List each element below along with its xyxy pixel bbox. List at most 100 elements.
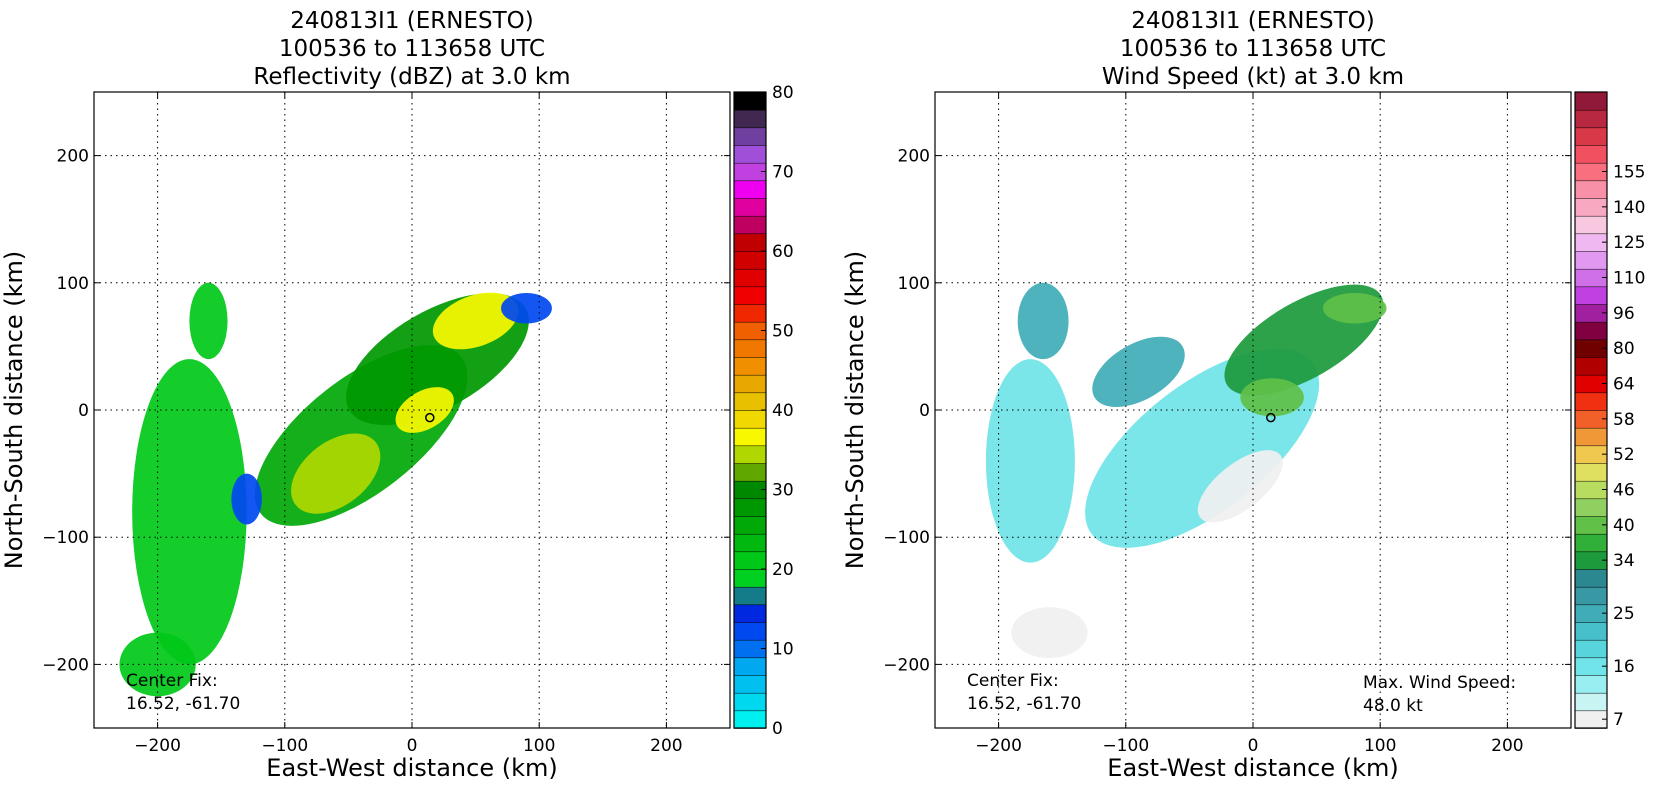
colorbar-bin-8 xyxy=(733,586,767,606)
colorbar-tick-label-2: 10 xyxy=(772,640,794,660)
colorbar-tick-label-8: 58 xyxy=(1613,410,1635,430)
y-axis-label: North-South distance (km) xyxy=(841,251,869,570)
echo-region-7 xyxy=(1322,292,1387,324)
colorbar-bin-23 xyxy=(1574,321,1608,341)
y-tick-label-1: −200 xyxy=(42,655,89,675)
colorbar-bin-24 xyxy=(733,303,767,323)
colorbar-bin-15 xyxy=(1574,462,1608,482)
colorbar-bin-11 xyxy=(1574,533,1608,553)
colorbar-bin-10 xyxy=(733,551,767,570)
colorbar-bin-6 xyxy=(733,621,767,641)
colorbar-bin-16 xyxy=(733,445,767,464)
max-wind-line-1: Max. Wind Speed: xyxy=(1363,673,1516,693)
x-tick-label-1: −200 xyxy=(975,736,1022,756)
title-line-3: Reflectivity (dBZ) at 3.0 km xyxy=(253,64,570,90)
x-tick-label-1: −200 xyxy=(134,736,181,756)
colorbar-bin-30 xyxy=(733,197,767,217)
colorbar-bin-25 xyxy=(733,286,767,305)
center-marker xyxy=(425,412,435,423)
panel-2: 240813I1 (ERNESTO)100536 to 113658 UTCWi… xyxy=(841,8,1645,782)
echo-region-3 xyxy=(132,359,247,665)
colorbar-bin-29 xyxy=(733,215,767,235)
x-tick-label-4: 100 xyxy=(1364,736,1396,756)
colorbar-bin-33 xyxy=(1574,144,1608,164)
title-line-1: 240813I1 (ERNESTO) xyxy=(1131,8,1374,34)
echo-region-8 xyxy=(189,282,228,360)
x-tick-label-5: 200 xyxy=(1491,736,1523,756)
colorbar-tick-label-6: 46 xyxy=(1613,481,1635,501)
colorbar-bin-18 xyxy=(733,409,767,429)
echo-region-6 xyxy=(432,292,519,350)
colorbar-tick-label-7: 52 xyxy=(1613,445,1635,465)
echo-region-9 xyxy=(1240,378,1304,417)
colorbar-bin-12 xyxy=(733,515,767,535)
colorbar-tick-label-9: 64 xyxy=(1613,375,1635,395)
title-line-2: 100536 to 113658 UTC xyxy=(279,36,545,62)
colorbar-tick-label-1: 0 xyxy=(772,719,783,739)
panel-1: 240813I1 (ERNESTO)100536 to 113658 UTCRe… xyxy=(0,8,794,782)
colorbar-bin-33 xyxy=(733,144,767,164)
colorbar-bin-3 xyxy=(1574,674,1608,694)
colorbar-bin-25 xyxy=(1574,286,1608,305)
center-fix-line-1: Center Fix: xyxy=(967,671,1059,691)
y-tick-label-4: 100 xyxy=(57,274,89,294)
colorbar-bin-26 xyxy=(733,268,767,288)
colorbar-bin-34 xyxy=(733,127,767,146)
colorbar-bin-7 xyxy=(733,604,767,623)
colorbar-bin-27 xyxy=(1574,250,1608,270)
center-fix-line-1: Center Fix: xyxy=(126,671,218,691)
y-axis-label: North-South distance (km) xyxy=(0,251,28,570)
colorbar-bin-3 xyxy=(733,674,767,694)
echo-field xyxy=(985,282,1387,659)
colorbar-tick-label-4: 34 xyxy=(1613,551,1635,571)
colorbar-bin-17 xyxy=(733,427,767,447)
colorbar-bin-11 xyxy=(733,533,767,553)
y-tick-label-5: 200 xyxy=(898,147,930,167)
colorbar-tick-label-5: 40 xyxy=(1613,516,1635,536)
colorbar-tick-label-12: 110 xyxy=(1613,269,1645,289)
x-tick-label-2: −100 xyxy=(261,736,308,756)
colorbar-bin-34 xyxy=(1574,127,1608,146)
colorbar-bin-13 xyxy=(733,498,767,517)
y-tick-label-1: −200 xyxy=(883,655,930,675)
y-tick-label-2: −100 xyxy=(42,528,89,548)
x-tick-label-5: 200 xyxy=(650,736,682,756)
title-line-3: Wind Speed (kt) at 3.0 km xyxy=(1102,64,1404,90)
colorbar-tick-label-15: 155 xyxy=(1613,163,1645,183)
echo-region-2 xyxy=(1092,336,1185,407)
echo-region-8 xyxy=(1197,450,1283,523)
echo-region-7 xyxy=(501,292,552,324)
colorbar: 0 10 20 30 40 50 60 70 80 xyxy=(733,83,794,739)
colorbar-bin-13 xyxy=(1574,498,1608,517)
colorbar-bin-2 xyxy=(733,692,767,712)
colorbar-bin-36 xyxy=(1574,91,1608,111)
x-axis-label: East-West distance (km) xyxy=(1107,754,1398,782)
center-marker xyxy=(1266,412,1276,423)
colorbar-tick-label-9: 80 xyxy=(772,83,794,103)
echo-region-4 xyxy=(1017,282,1069,360)
grid xyxy=(935,92,1571,728)
colorbar-tick-label-11: 96 xyxy=(1613,304,1635,324)
colorbar-tick-label-5: 40 xyxy=(772,401,794,421)
max-wind-line-2: 48.0 kt xyxy=(1363,696,1423,716)
y-tick-label-3: 0 xyxy=(919,401,930,421)
colorbar-bin-5 xyxy=(1574,639,1608,659)
colorbar-tick-label-1: 7 xyxy=(1613,710,1624,730)
x-tick-label-4: 100 xyxy=(523,736,555,756)
grid xyxy=(94,92,730,728)
colorbar-bin-29 xyxy=(1574,215,1608,235)
colorbar-bin-28 xyxy=(733,233,767,252)
colorbar-bin-27 xyxy=(733,250,767,270)
title-line-1: 240813I1 (ERNESTO) xyxy=(290,8,533,34)
echo-region-6 xyxy=(1011,607,1088,659)
colorbar-tick-label-6: 50 xyxy=(772,322,794,342)
y-tick-label-3: 0 xyxy=(78,401,89,421)
colorbar-bin-2 xyxy=(1574,692,1608,712)
echo-region-10 xyxy=(231,473,262,525)
colorbar-bin-22 xyxy=(733,339,767,358)
colorbar-bin-4 xyxy=(733,657,767,676)
x-axis-label: East-West distance (km) xyxy=(266,754,557,782)
colorbar-tick-label-3: 20 xyxy=(772,560,794,580)
colorbar-tick-label-13: 125 xyxy=(1613,233,1645,253)
